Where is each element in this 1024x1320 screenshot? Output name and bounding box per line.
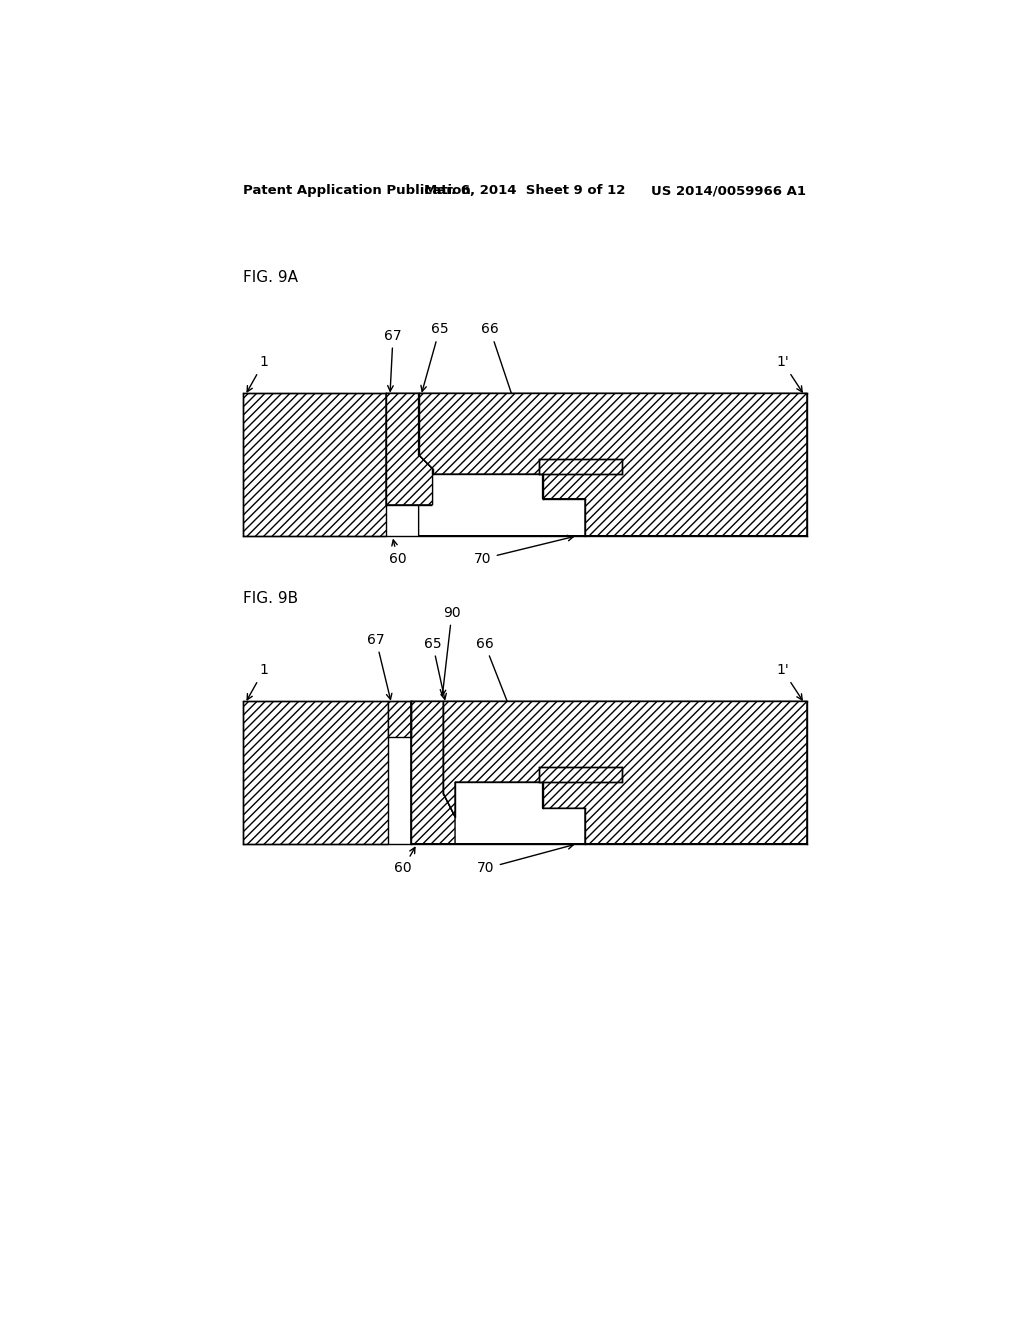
Text: 66: 66 [481,322,536,463]
Polygon shape [539,767,623,781]
Polygon shape [386,393,432,506]
Text: FIG. 9B: FIG. 9B [243,591,298,606]
Polygon shape [411,701,455,843]
Text: 70: 70 [477,843,573,875]
Text: 1: 1 [247,355,268,392]
Polygon shape [419,455,586,536]
Text: 70: 70 [474,536,573,566]
Text: US 2014/0059966 A1: US 2014/0059966 A1 [651,185,806,197]
Text: Patent Application Publication: Patent Application Publication [243,185,470,197]
Text: 60: 60 [389,540,407,566]
Text: 67: 67 [384,329,401,391]
Text: 90: 90 [440,606,461,696]
Text: Mar. 6, 2014  Sheet 9 of 12: Mar. 6, 2014 Sheet 9 of 12 [424,185,626,197]
Text: 65: 65 [424,636,446,700]
Text: FIG. 9A: FIG. 9A [243,271,298,285]
Text: 66: 66 [475,636,536,772]
Polygon shape [243,701,388,843]
Polygon shape [243,393,386,536]
Polygon shape [388,701,411,738]
Text: 65: 65 [421,322,449,392]
Text: 1': 1' [776,355,802,392]
Polygon shape [419,393,807,536]
Text: 67: 67 [368,632,392,700]
Polygon shape [443,701,807,843]
Polygon shape [539,459,623,474]
Text: 60: 60 [394,847,415,875]
Text: 1: 1 [247,664,268,700]
Text: 1': 1' [776,664,802,700]
Polygon shape [443,781,586,843]
